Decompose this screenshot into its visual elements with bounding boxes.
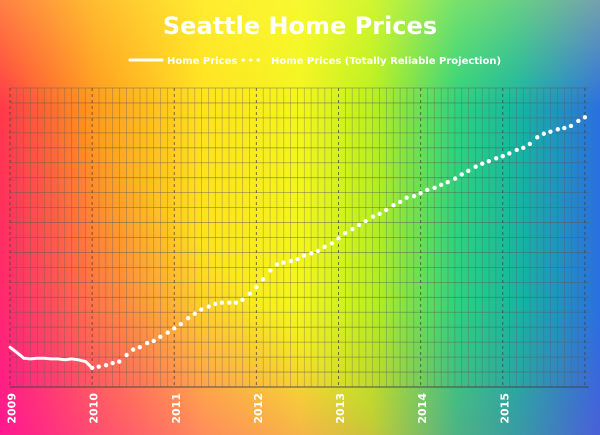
projection-point [322, 244, 327, 249]
x-tick-label: 2012 [252, 393, 265, 424]
projection-point [445, 179, 450, 185]
projection-point [158, 334, 163, 339]
projection-point [144, 340, 150, 346]
projection-point [260, 277, 266, 282]
projection-point [350, 226, 355, 232]
projection-point [186, 316, 191, 321]
projection-point [254, 284, 259, 290]
projection-point [466, 168, 471, 174]
projection-point [274, 262, 280, 267]
projection-point [178, 322, 184, 327]
projection-point [315, 248, 321, 254]
projection-point [438, 182, 444, 188]
projection-point [172, 326, 177, 331]
projection-point [404, 195, 409, 200]
projection-point [370, 214, 376, 219]
legend-label-home-prices: Home Prices [167, 56, 237, 67]
projection-point [192, 311, 197, 316]
projection-point [507, 151, 512, 156]
projection-point [493, 156, 499, 161]
legend-label-projection: Home Prices (Totally Reliable Projection… [271, 56, 501, 67]
projection-point [535, 135, 540, 140]
projection-point [130, 347, 136, 352]
projection-point [418, 191, 423, 196]
projection-point [199, 307, 204, 312]
projection-point [103, 362, 109, 368]
projection-point [377, 211, 382, 217]
x-tick-label: 2011 [170, 393, 183, 424]
projection-point [425, 187, 430, 193]
projection-point [500, 153, 505, 159]
projection-point [247, 291, 253, 296]
series-layer [8, 115, 588, 371]
projection-point [233, 300, 239, 305]
projection-point [342, 230, 348, 236]
projection-point [541, 131, 547, 136]
projection-point [514, 147, 519, 153]
projection-point [568, 123, 574, 129]
projection-point [165, 330, 170, 335]
projection-point [137, 345, 142, 350]
projection-point [268, 268, 273, 273]
gridlines [9, 87, 589, 388]
projection-point [356, 222, 362, 228]
projection-point [219, 300, 225, 305]
projection-point [555, 127, 560, 132]
x-axis-ticks: 2009 2010 2011 2012 2013 2014 2015 [6, 393, 512, 424]
projection-point [96, 364, 101, 369]
x-tick-label: 2013 [334, 393, 347, 424]
projection-point [363, 218, 368, 224]
projection-point [240, 297, 245, 302]
projection-point [309, 251, 314, 256]
projection-point [432, 185, 437, 191]
projection-point [480, 161, 485, 166]
projection-point [459, 172, 464, 177]
chart-title: Seattle Home Prices [163, 12, 437, 40]
legend: Home Prices Home Prices (Totally Reliabl… [128, 56, 501, 67]
projection-point [486, 159, 492, 164]
projection-point [527, 141, 533, 147]
projection-point [227, 300, 232, 305]
projection-point [288, 258, 294, 264]
projection-point [206, 304, 211, 309]
projection-point [383, 207, 389, 213]
projection-point [110, 360, 115, 366]
home-prices-line [8, 345, 94, 370]
projection-point [473, 164, 478, 169]
projection-point [411, 194, 417, 199]
x-tick-label: 2015 [498, 393, 511, 424]
projection-point [295, 256, 300, 262]
projection-point [329, 241, 335, 246]
projection-point [582, 115, 588, 120]
x-tick-label: 2010 [88, 393, 101, 424]
x-tick-label: 2014 [416, 393, 429, 424]
projection-point [151, 338, 156, 344]
projection-point [117, 359, 122, 364]
projection-point [521, 145, 526, 150]
projection-point [397, 199, 403, 205]
projection-point [576, 118, 581, 124]
projection-point [336, 236, 341, 241]
projection-point [213, 301, 218, 307]
projection-point [301, 253, 307, 258]
x-tick-label: 2009 [6, 393, 19, 424]
projection-point [548, 129, 553, 134]
projection-point [562, 125, 567, 131]
projection-point [124, 352, 129, 358]
projection-point [391, 203, 396, 208]
projection-point [452, 176, 458, 181]
projection-point [281, 260, 286, 265]
